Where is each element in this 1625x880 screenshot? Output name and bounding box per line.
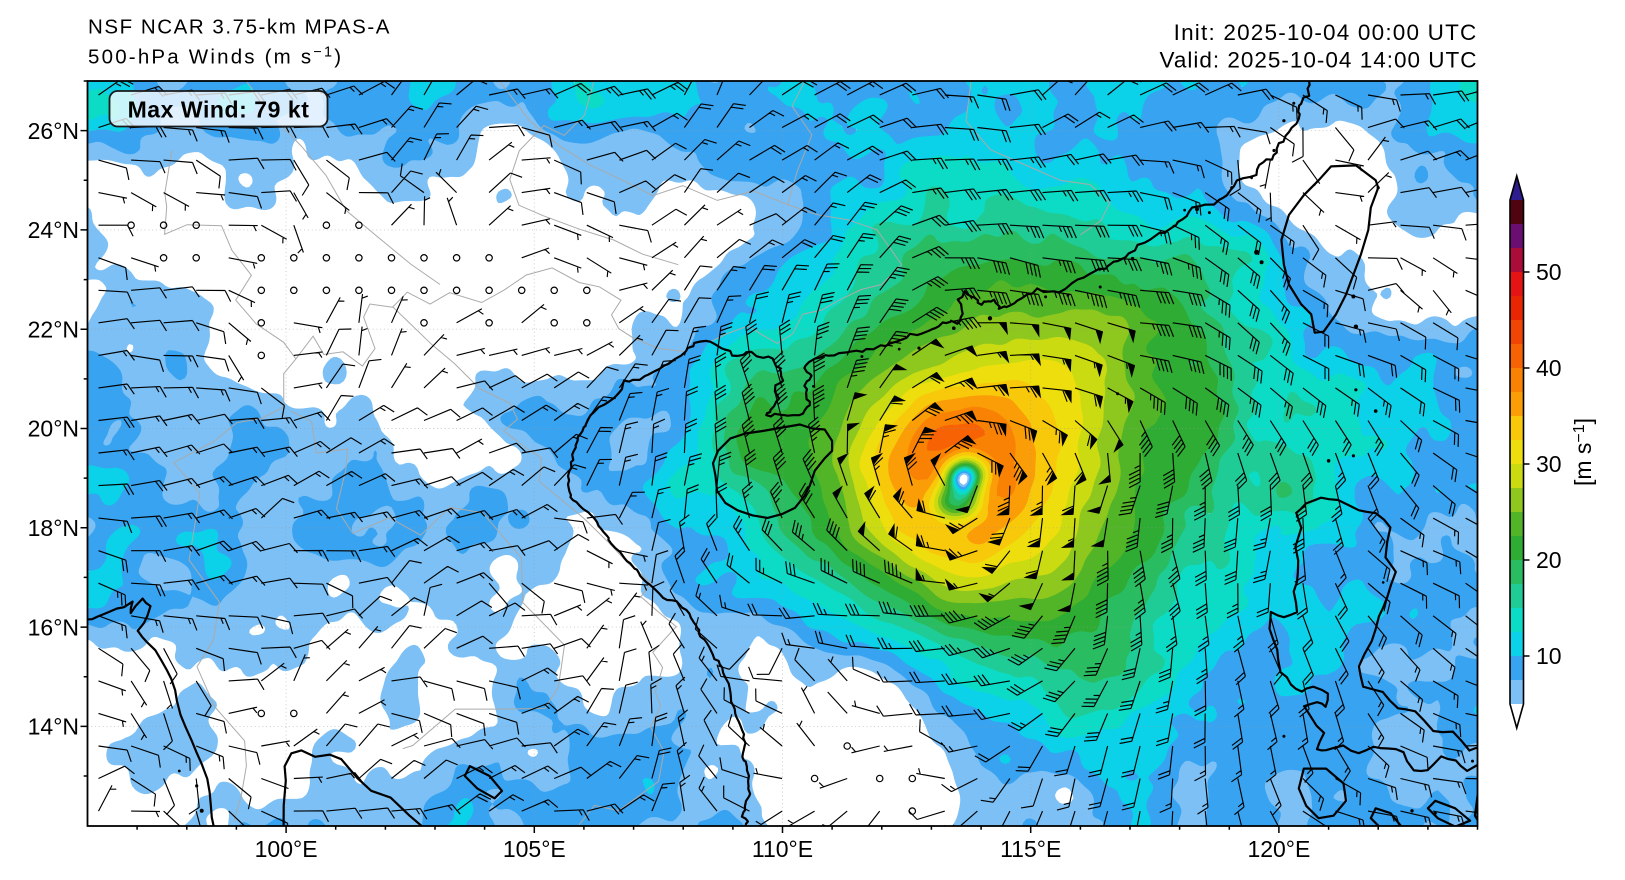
- svg-text:30: 30: [1536, 451, 1562, 477]
- svg-text:20: 20: [1536, 547, 1562, 573]
- svg-text:NSF NCAR 3.75-km MPAS-A: NSF NCAR 3.75-km MPAS-A: [88, 16, 391, 39]
- svg-text:100°E: 100°E: [255, 836, 318, 862]
- svg-text:Init: 2025-10-04 00:00 UTC: Init: 2025-10-04 00:00 UTC: [1174, 20, 1478, 45]
- svg-text:105°E: 105°E: [503, 836, 566, 862]
- svg-text:14°N: 14°N: [28, 714, 79, 740]
- svg-text:50: 50: [1536, 259, 1562, 285]
- svg-text:40: 40: [1536, 355, 1562, 381]
- svg-text:24°N: 24°N: [28, 217, 79, 243]
- svg-text:10: 10: [1536, 643, 1562, 669]
- svg-text:Valid: 2025-10-04 14:00 UTC: Valid: 2025-10-04 14:00 UTC: [1159, 48, 1477, 73]
- svg-text:20°N: 20°N: [28, 416, 79, 442]
- svg-text:18°N: 18°N: [28, 515, 79, 541]
- svg-text:110°E: 110°E: [752, 836, 813, 862]
- svg-text:22°N: 22°N: [28, 316, 79, 342]
- svg-text:Max Wind: 79 kt: Max Wind: 79 kt: [128, 97, 310, 123]
- svg-text:120°E: 120°E: [1247, 836, 1310, 862]
- svg-text:26°N: 26°N: [28, 118, 79, 144]
- svg-text:16°N: 16°N: [28, 614, 79, 640]
- svg-text:115°E: 115°E: [1000, 836, 1061, 862]
- svg-text:500-hPa Winds (m s−1): 500-hPa Winds (m s−1): [88, 45, 343, 69]
